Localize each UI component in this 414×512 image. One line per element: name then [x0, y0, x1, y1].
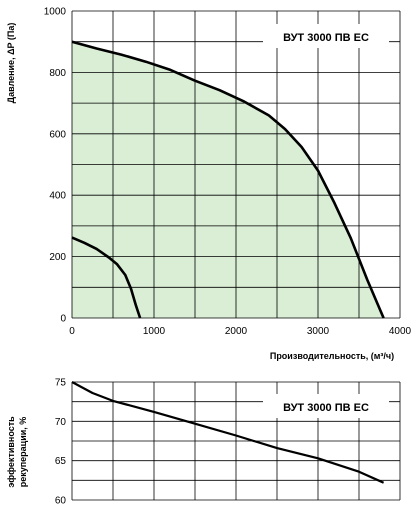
x-axis-label: Производительность, (м³/ч)	[270, 351, 394, 361]
y-tick-label: 65	[55, 456, 67, 467]
y-tick-label: 200	[49, 252, 66, 263]
y-tick-label: 0	[60, 314, 66, 325]
y-tick-label: 1000	[44, 7, 67, 18]
operating-area-fill	[72, 41, 384, 318]
efficiency-curve	[71, 381, 385, 484]
y-tick-label: 800	[49, 68, 66, 79]
pressure-y-ticks: 0 200 400 600 800 1000	[44, 7, 67, 325]
min-pressure-curve	[71, 236, 142, 319]
operating-area	[72, 41, 384, 318]
efficiency-curve-line	[71, 381, 385, 484]
efficiency-chart: 60 65 70 75 ВУТ 3000 ПВ ЕС эффективность ре…	[6, 378, 401, 507]
y-tick-label: 75	[55, 378, 67, 389]
max-pressure-curve	[71, 40, 385, 319]
x-tick-label: 3000	[307, 326, 330, 337]
eff-y-label-line1: эффективность	[6, 416, 16, 488]
y-tick-label: 400	[49, 191, 66, 202]
model-label-2: ВУТ 3000 ПВ ЕС	[283, 402, 369, 414]
y-tick-label: 600	[49, 129, 66, 140]
x-tick-label: 0	[69, 326, 75, 337]
pressure-chart: 0 200 400 600 800 1000 0 1000 2000 3000 4000 ВУТ …	[6, 7, 412, 362]
pressure-x-ticks: 0 1000 2000 3000 4000	[69, 326, 411, 337]
model-label-box	[263, 24, 389, 48]
x-tick-label: 4000	[389, 326, 412, 337]
efficiency-y-ticks: 60 65 70 75	[55, 378, 67, 507]
pressure-curves	[71, 40, 385, 319]
y-axis-label: Давление, ΔP (Па)	[6, 23, 16, 104]
model-label-box-2	[263, 394, 389, 418]
y-tick-label: 60	[55, 496, 67, 507]
x-tick-label: 2000	[225, 326, 248, 337]
y-tick-label: 70	[55, 417, 67, 428]
x-tick-label: 1000	[143, 326, 166, 337]
model-label: ВУТ 3000 ПВ ЕС	[283, 32, 369, 44]
eff-y-label-line2: рекуперации, %	[18, 417, 28, 488]
